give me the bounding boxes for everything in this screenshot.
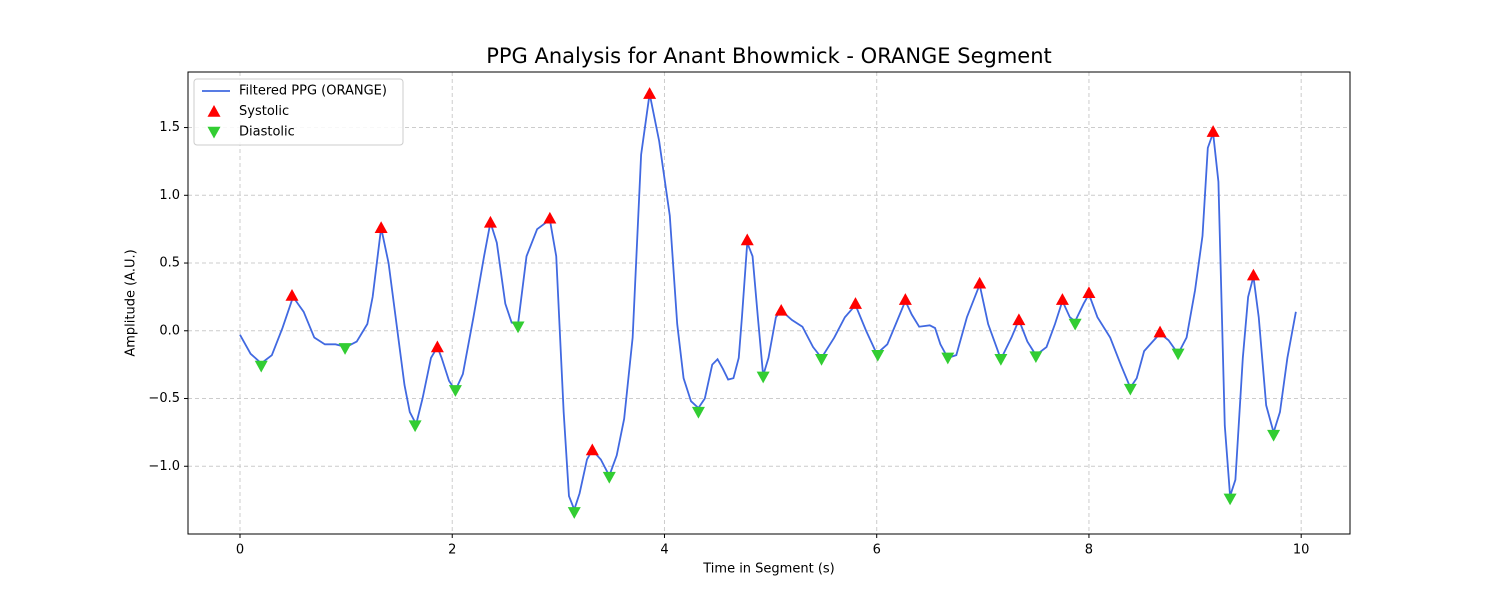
systolic-marker bbox=[1082, 286, 1096, 299]
legend-swatch bbox=[207, 105, 221, 117]
systolic-marker bbox=[898, 293, 912, 305]
diastolic-marker bbox=[871, 349, 885, 362]
y-tick-label: −0.5 bbox=[148, 391, 180, 406]
legend-box bbox=[193, 78, 404, 146]
systolic-marker bbox=[1246, 268, 1260, 281]
chart-title: PPG Analysis for Anant Bhowmick - ORANGE… bbox=[486, 44, 1052, 68]
y-tick-label: −1.0 bbox=[148, 459, 180, 474]
y-tick-label: 1.5 bbox=[159, 120, 180, 135]
systolic-marker bbox=[1153, 325, 1167, 338]
x-tick-label: 4 bbox=[660, 543, 668, 558]
diastolic-marker bbox=[1123, 383, 1137, 396]
x-tick-label: 2 bbox=[448, 543, 456, 558]
y-tick-label: 0.5 bbox=[159, 256, 180, 271]
systolic-marker bbox=[430, 340, 444, 353]
x-tick-label: 0 bbox=[236, 543, 244, 558]
legend-label: Systolic bbox=[239, 104, 289, 119]
diastolic-marker bbox=[1171, 348, 1185, 361]
systolic-marker bbox=[740, 233, 754, 246]
diastolic-marker bbox=[602, 471, 616, 484]
y-tick-label: 0.0 bbox=[159, 323, 180, 338]
diastolic-marker bbox=[994, 354, 1008, 366]
diastolic-marker bbox=[1029, 351, 1043, 364]
ppg-line bbox=[239, 93, 1297, 513]
systolic-marker bbox=[973, 276, 987, 289]
legend-label: Diastolic bbox=[239, 125, 295, 140]
systolic-marker bbox=[585, 443, 599, 456]
systolic-marker bbox=[1055, 293, 1069, 305]
y-axis-label: Amplitude (A.U.) bbox=[124, 249, 139, 356]
diastolic-marker bbox=[254, 360, 268, 373]
systolic-marker bbox=[543, 211, 557, 224]
diastolic-marker bbox=[1223, 493, 1237, 506]
diastolic-marker bbox=[511, 321, 525, 334]
diastolic-marker bbox=[815, 354, 829, 366]
diastolic-marker bbox=[1267, 429, 1281, 442]
diastolic-marker bbox=[408, 420, 422, 433]
systolic-marker bbox=[483, 215, 497, 228]
x-tick-label: 10 bbox=[1293, 543, 1310, 558]
x-tick-label: 8 bbox=[1085, 543, 1093, 558]
diastolic-marker bbox=[1068, 318, 1082, 331]
systolic-marker bbox=[374, 221, 388, 234]
diastolic-marker bbox=[691, 406, 705, 419]
systolic-marker bbox=[1206, 125, 1220, 137]
legend-swatch bbox=[207, 126, 221, 139]
systolic-marker bbox=[285, 289, 299, 301]
diastolic-marker bbox=[941, 352, 955, 365]
legend-label: Filtered PPG (ORANGE) bbox=[239, 84, 387, 99]
diastolic-marker bbox=[567, 507, 581, 519]
diastolic-marker bbox=[338, 343, 352, 355]
diastolic-marker bbox=[756, 371, 770, 384]
x-axis-label: Time in Segment (s) bbox=[702, 562, 834, 577]
systolic-marker bbox=[1012, 313, 1026, 326]
plot-frame bbox=[187, 71, 1351, 535]
diastolic-marker bbox=[448, 385, 462, 397]
y-tick-label: 1.0 bbox=[159, 188, 180, 203]
systolic-marker bbox=[848, 297, 862, 309]
systolic-marker bbox=[643, 87, 657, 99]
systolic-marker bbox=[774, 303, 788, 316]
x-tick-label: 6 bbox=[873, 543, 881, 558]
